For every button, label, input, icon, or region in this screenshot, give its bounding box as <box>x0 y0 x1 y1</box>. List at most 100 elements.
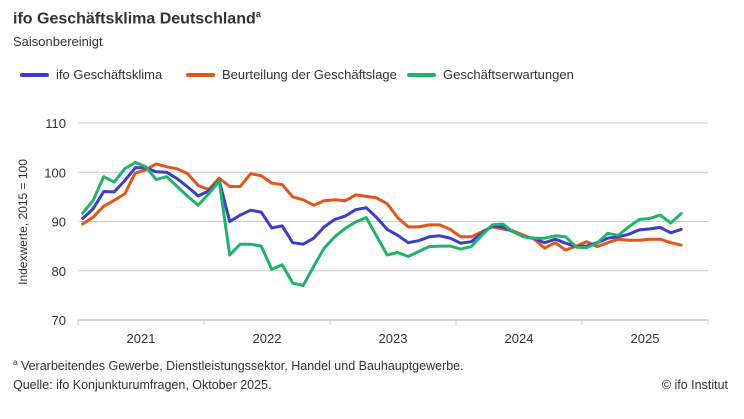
y-tick-label: 80 <box>52 264 66 279</box>
legend-label: Geschäftserwartungen <box>443 67 574 82</box>
data-point-1 <box>354 193 357 197</box>
data-point-2 <box>585 246 588 249</box>
data-point-2 <box>186 195 189 198</box>
data-point-0 <box>186 185 189 189</box>
data-point-2 <box>281 263 284 267</box>
data-point-1 <box>270 181 273 185</box>
data-point-0 <box>386 228 389 231</box>
data-point-0 <box>197 194 200 198</box>
data-point-0 <box>638 228 641 232</box>
y-tick-label: 100 <box>44 165 66 180</box>
data-point-0 <box>680 228 683 231</box>
data-point-2 <box>449 244 452 248</box>
series-line-2 <box>81 160 683 287</box>
data-point-2 <box>575 245 578 249</box>
copyright: © ifo Institut <box>661 378 728 392</box>
data-point-2 <box>123 167 126 171</box>
data-point-0 <box>438 234 441 237</box>
footnote: a Verarbeitendes Gewerbe, Dienstleistung… <box>13 358 464 373</box>
data-point-2 <box>323 246 326 250</box>
data-point-2 <box>102 175 105 178</box>
data-point-2 <box>638 218 641 221</box>
data-point-1 <box>648 238 651 241</box>
data-point-0 <box>396 234 399 237</box>
data-point-1 <box>428 223 431 227</box>
data-point-0 <box>669 231 672 235</box>
data-point-1 <box>228 185 231 188</box>
data-point-0 <box>165 171 168 174</box>
data-point-2 <box>176 185 179 188</box>
data-point-0 <box>92 207 95 210</box>
chart-title-text: ifo Geschäftsklima Deutschland <box>13 10 256 28</box>
legend-item-geschaeftserwartungen: Geschäftserwartungen <box>407 67 574 82</box>
data-point-2 <box>491 223 494 227</box>
data-point-1 <box>102 205 105 208</box>
data-point-0 <box>239 213 242 217</box>
data-point-1 <box>365 195 368 198</box>
data-point-2 <box>407 255 410 258</box>
x-tick-label: 2021 <box>127 331 156 346</box>
data-point-2 <box>512 230 515 234</box>
data-point-0 <box>554 238 557 241</box>
data-point-1 <box>302 198 305 202</box>
x-tick-label: 2024 <box>505 331 534 346</box>
data-point-1 <box>186 172 189 175</box>
data-point-0 <box>333 218 336 221</box>
data-point-0 <box>102 190 105 193</box>
title-footnote-marker: a <box>255 9 261 19</box>
x-tick-label: 2022 <box>253 331 282 346</box>
data-point-0 <box>470 240 473 243</box>
data-point-2 <box>417 250 420 253</box>
legend-swatch-blue <box>20 72 49 77</box>
data-point-2 <box>302 284 305 287</box>
data-point-2 <box>501 222 504 226</box>
data-point-2 <box>386 253 389 257</box>
data-point-0 <box>270 226 273 230</box>
data-point-1 <box>417 225 420 229</box>
data-point-2 <box>669 221 672 225</box>
data-point-0 <box>449 237 452 240</box>
data-point-0 <box>375 216 378 219</box>
data-point-1 <box>554 241 557 244</box>
legend-item-geschaeftslage: Beurteilung der Geschäftslage <box>186 67 397 82</box>
data-point-1 <box>239 185 242 188</box>
data-point-2 <box>113 180 116 184</box>
data-point-2 <box>428 245 431 248</box>
data-point-1 <box>323 199 326 203</box>
data-point-2 <box>333 235 336 238</box>
data-point-1 <box>81 222 84 226</box>
data-point-2 <box>144 165 147 169</box>
data-point-1 <box>407 225 410 229</box>
data-point-0 <box>123 179 126 182</box>
data-point-0 <box>113 190 116 194</box>
data-point-2 <box>648 217 651 220</box>
data-point-2 <box>260 244 263 248</box>
data-point-1 <box>386 202 389 205</box>
data-point-2 <box>543 237 546 240</box>
data-point-0 <box>428 235 431 238</box>
data-point-2 <box>92 199 95 202</box>
data-point-2 <box>396 251 399 254</box>
chart-title: ifo Geschäftsklima Deutschlanda <box>13 9 261 28</box>
data-point-2 <box>606 232 609 235</box>
data-point-2 <box>470 245 473 248</box>
data-point-1 <box>438 223 441 227</box>
data-point-1 <box>375 196 378 200</box>
data-point-2 <box>239 242 242 246</box>
data-point-1 <box>470 235 473 238</box>
data-point-0 <box>365 206 368 209</box>
data-point-1 <box>165 165 168 169</box>
data-point-1 <box>396 216 399 219</box>
data-point-1 <box>113 199 116 202</box>
data-point-2 <box>659 213 662 217</box>
data-point-0 <box>659 226 662 229</box>
data-point-1 <box>459 235 462 238</box>
data-point-2 <box>249 242 252 246</box>
data-point-0 <box>407 241 410 244</box>
data-point-1 <box>596 245 599 248</box>
data-point-1 <box>680 243 683 247</box>
data-point-1 <box>281 183 284 186</box>
data-point-1 <box>333 198 336 202</box>
data-point-2 <box>533 237 536 240</box>
